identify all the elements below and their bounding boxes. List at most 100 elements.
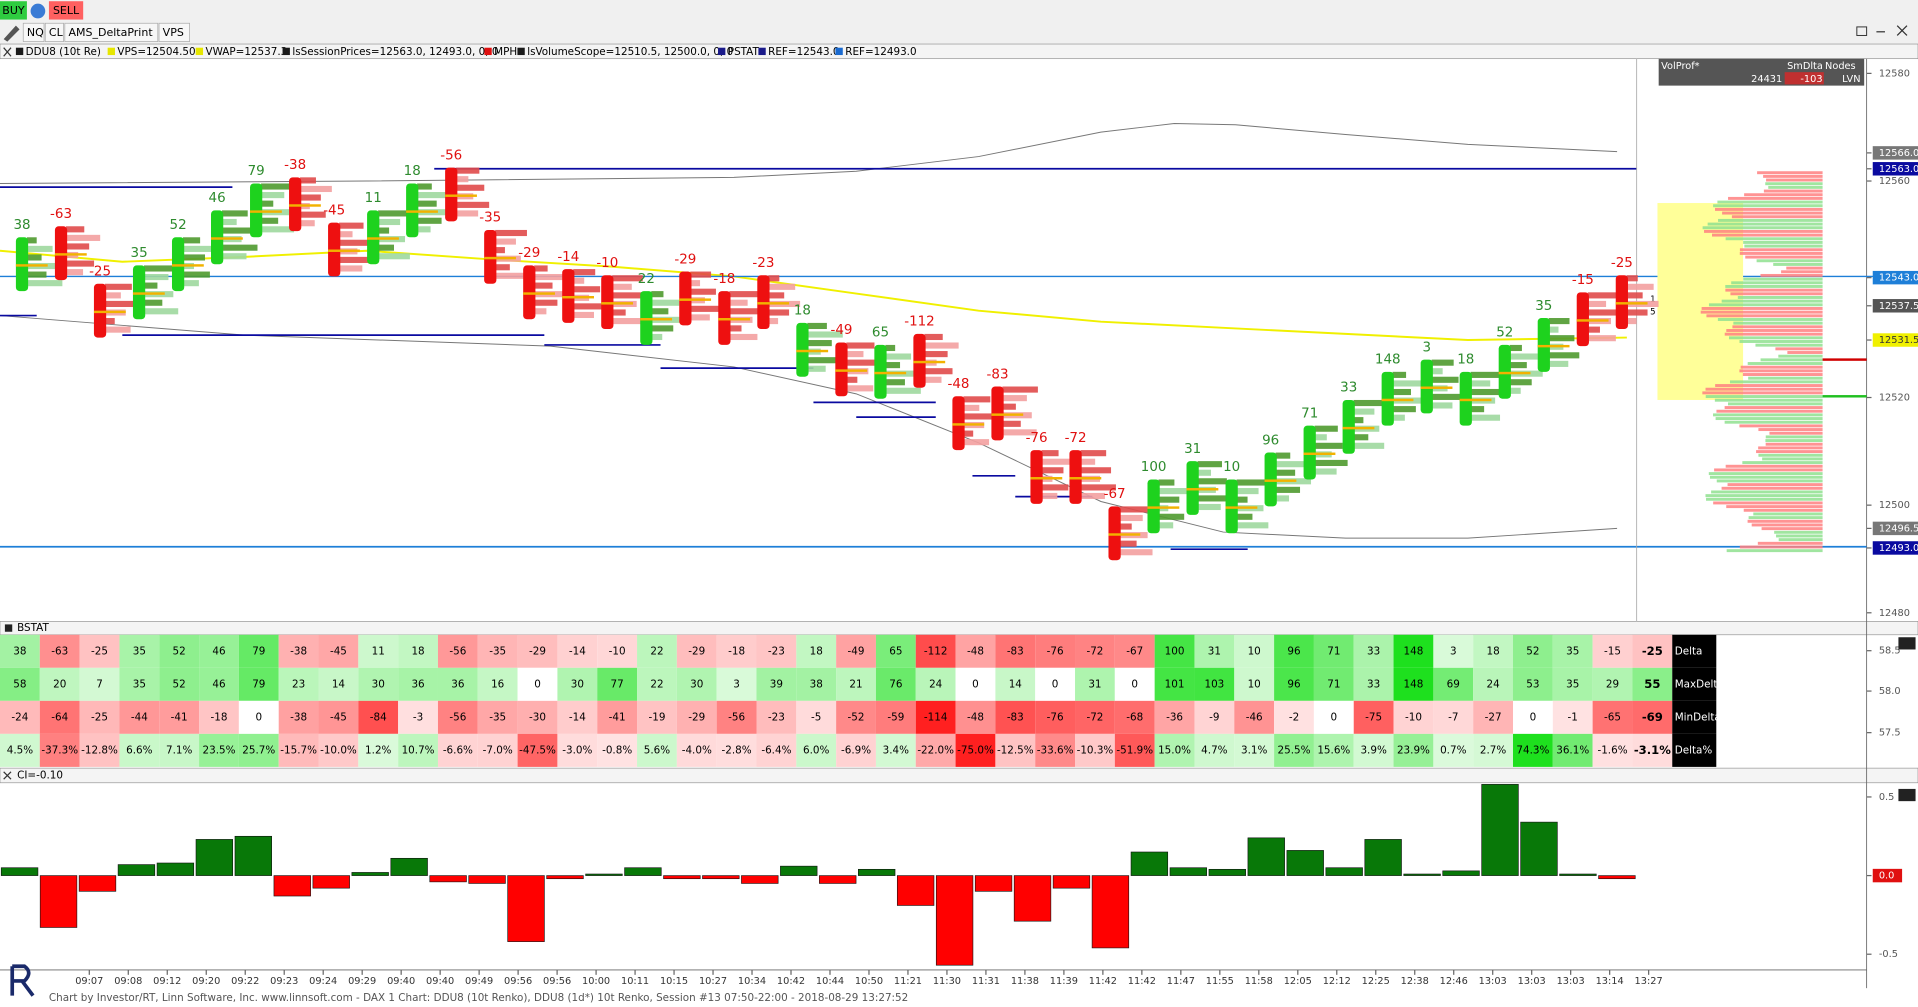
profile-bar bbox=[1756, 259, 1823, 263]
symbol-button[interactable] bbox=[44, 22, 64, 42]
bstat-value: -3 bbox=[413, 711, 423, 723]
brick-profile bbox=[1080, 484, 1116, 491]
bstat-value: 29 bbox=[1606, 678, 1619, 690]
brick-profile bbox=[1353, 434, 1369, 441]
bstat-cell bbox=[955, 733, 996, 767]
bstat-value: -83 bbox=[1007, 645, 1024, 657]
buy-button[interactable] bbox=[0, 1, 27, 20]
bstat-value: -75 bbox=[1365, 711, 1382, 723]
bstat-value: -1 bbox=[1568, 711, 1578, 723]
legend-swatch bbox=[758, 47, 766, 56]
bstat-value: -5 bbox=[811, 711, 821, 723]
brick-profile bbox=[417, 226, 431, 233]
bstat-name-cell bbox=[1672, 700, 1717, 734]
profile-bar bbox=[1778, 538, 1823, 542]
profile-bar bbox=[1713, 204, 1823, 208]
price-box bbox=[1872, 146, 1918, 160]
poc-line bbox=[562, 295, 594, 299]
brick-profile bbox=[1041, 484, 1069, 491]
sell-button[interactable] bbox=[48, 1, 84, 20]
brick-delta: 18 bbox=[1457, 353, 1474, 368]
brick-profile bbox=[1548, 360, 1569, 367]
poc-line bbox=[640, 318, 673, 321]
brick-profile bbox=[963, 396, 991, 403]
bstat-value: 52 bbox=[173, 645, 186, 657]
brick-profile bbox=[1314, 425, 1338, 432]
brick-profile bbox=[612, 292, 648, 299]
bstat-cell bbox=[0, 733, 40, 767]
bstat-value: 71 bbox=[1327, 645, 1340, 657]
brick-profile bbox=[612, 275, 643, 282]
bstat-value: -64 bbox=[51, 711, 68, 723]
symbol-button[interactable] bbox=[64, 22, 159, 42]
restore-icon[interactable] bbox=[1856, 26, 1868, 36]
brick-profile bbox=[651, 291, 664, 298]
time-label: 09:40 bbox=[426, 976, 454, 987]
time-label: 11:42 bbox=[1089, 976, 1117, 987]
bstat-cell bbox=[238, 733, 279, 767]
close-x[interactable] bbox=[3, 47, 12, 57]
brick-profile bbox=[65, 243, 90, 250]
bstat-value: -27 bbox=[1485, 711, 1502, 723]
profile-bar bbox=[1732, 325, 1823, 329]
brick-profile bbox=[885, 344, 896, 352]
brick-profile bbox=[1626, 283, 1654, 290]
symbol-button[interactable] bbox=[158, 22, 190, 42]
bstat-value: 1.2% bbox=[365, 744, 392, 756]
bstat-cell bbox=[119, 634, 160, 668]
time-label: 11:38 bbox=[1011, 976, 1039, 987]
bstat-cell bbox=[796, 667, 837, 701]
close-icon[interactable] bbox=[1896, 25, 1908, 36]
brick-profile bbox=[1626, 318, 1637, 325]
bstat-cell bbox=[1512, 667, 1553, 701]
clock-icon[interactable] bbox=[30, 3, 46, 19]
bstat-value: 96 bbox=[1287, 645, 1300, 657]
bstat-cell bbox=[1353, 667, 1394, 701]
bstat-cell bbox=[1154, 700, 1195, 734]
brick-profile bbox=[1197, 469, 1211, 476]
price-label: 12560 bbox=[1879, 176, 1910, 187]
bstat-value: -23 bbox=[768, 645, 785, 657]
price-box bbox=[1872, 299, 1918, 313]
bstat-value: 22 bbox=[650, 678, 663, 690]
brick-profile bbox=[1002, 386, 1038, 393]
bstat-cell bbox=[1035, 634, 1076, 668]
bstat-cell bbox=[557, 634, 598, 668]
profile-bar bbox=[1715, 207, 1823, 211]
brick-profile bbox=[222, 244, 258, 251]
brick-profile bbox=[729, 325, 742, 332]
bstat-value: 31 bbox=[1208, 645, 1221, 657]
price-box bbox=[1872, 162, 1918, 176]
bstat-value: 30 bbox=[571, 678, 584, 690]
bstat-cell bbox=[477, 733, 518, 767]
time-label: 12:38 bbox=[1401, 976, 1429, 987]
profile-bar bbox=[1766, 178, 1823, 182]
profile-bar bbox=[1705, 494, 1823, 498]
pencil-icon[interactable] bbox=[3, 25, 20, 42]
brick-profile bbox=[1353, 408, 1375, 415]
bstat-cell bbox=[318, 667, 359, 701]
bstat-name-cell bbox=[1672, 634, 1717, 668]
profile-bar bbox=[1747, 362, 1823, 365]
ci-bar bbox=[896, 875, 935, 906]
bstat-cell bbox=[119, 667, 160, 701]
poc-line bbox=[835, 369, 868, 372]
ci-bar bbox=[1286, 850, 1324, 876]
bstat-cell bbox=[955, 700, 996, 734]
brick-profile bbox=[339, 265, 363, 272]
profile-bar bbox=[1714, 468, 1823, 472]
brick-profile bbox=[1041, 450, 1059, 457]
bstat-cell bbox=[358, 634, 399, 668]
bstat-cell bbox=[477, 667, 518, 701]
brick-profile bbox=[963, 439, 990, 446]
brick-profile bbox=[339, 222, 364, 229]
profile-bar bbox=[1761, 527, 1823, 531]
time-label: 11:42 bbox=[1128, 976, 1156, 987]
symbol-button[interactable] bbox=[22, 22, 45, 42]
bstat-value: -52 bbox=[848, 711, 865, 723]
bstat-cell bbox=[557, 700, 598, 734]
bstat-value: -10.0% bbox=[320, 744, 357, 756]
brick-profile bbox=[807, 365, 826, 372]
poc-line bbox=[54, 253, 87, 256]
ci-close[interactable] bbox=[3, 771, 12, 780]
